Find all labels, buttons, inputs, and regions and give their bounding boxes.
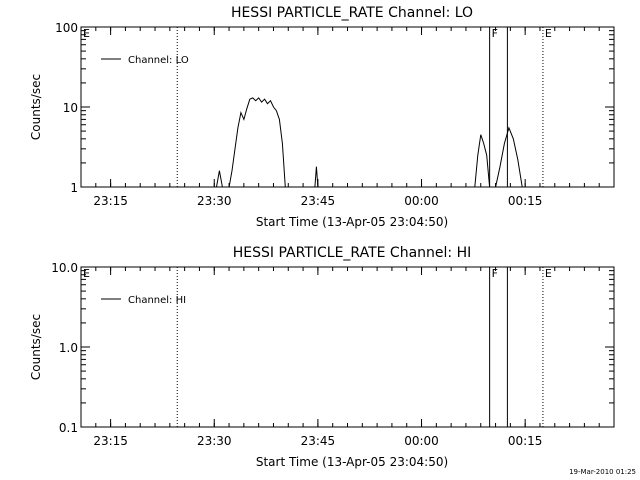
panel-lo-flag: F: [492, 27, 498, 40]
panel-lo-xtick-label: 23:45: [301, 194, 336, 208]
panel-hi: HESSI PARTICLE_RATE Channel: HI Start Ti…: [29, 245, 615, 469]
panel-lo-series-line: [216, 170, 223, 188]
panel-lo-ytick-label: 10: [63, 101, 78, 115]
panel-hi-plot-frame: [80, 266, 615, 428]
panel-lo-series-line: [495, 126, 523, 188]
panel-lo-flag: E: [545, 27, 552, 40]
panel-hi-xtick-label: 00:15: [508, 434, 543, 448]
panel-hi-flag: E: [545, 267, 552, 280]
panel-lo-flag: E: [83, 27, 90, 40]
panel-lo-xtick-label: 23:30: [197, 194, 232, 208]
panel-hi-legend-label: Channel: HI: [128, 295, 186, 306]
panel-hi-xlabel: Start Time (13-Apr-05 23:04:50): [256, 455, 448, 469]
panel-hi-flag: F: [492, 267, 498, 280]
panel-lo-xtick-label: 00:15: [508, 194, 543, 208]
panel-hi-xtick-label: 23:15: [93, 434, 128, 448]
panel-lo-ytick-label: 100: [55, 21, 78, 35]
panel-lo-title: HESSI PARTICLE_RATE Channel: LO: [231, 5, 473, 21]
panel-lo-series-line: [228, 97, 286, 188]
panel-lo-ylabel: Counts/sec: [29, 74, 43, 140]
panel-lo-plot-frame: [80, 26, 615, 188]
panel-lo-legend-label: Channel: LO: [128, 55, 189, 66]
panel-lo-series-line: [314, 166, 319, 188]
footer-timestamp: 19-Mar-2010 01:25: [569, 468, 636, 476]
panel-lo: HESSI PARTICLE_RATE Channel: LO Start Ti…: [29, 5, 615, 229]
panel-hi-ytick-label: 1.0: [59, 341, 78, 355]
panel-hi-ylabel: Counts/sec: [29, 314, 43, 380]
panel-hi-title: HESSI PARTICLE_RATE Channel: HI: [233, 245, 471, 261]
panel-hi-xtick-label: 23:30: [197, 434, 232, 448]
panel-hi-ytick-label: 0.1: [59, 421, 78, 435]
panel-hi-ytick-label: 10.0: [51, 261, 78, 275]
panel-hi-xtick-label: 23:45: [301, 434, 336, 448]
panel-lo-series-line: [474, 134, 491, 188]
panel-hi-flag: E: [83, 267, 90, 280]
panel-lo-xlabel: Start Time (13-Apr-05 23:04:50): [256, 215, 448, 229]
panel-lo-xtick-label: 00:00: [404, 194, 439, 208]
panel-lo-xtick-label: 23:15: [93, 194, 128, 208]
panel-lo-ytick-label: 1: [70, 181, 78, 195]
panel-hi-xtick-label: 00:00: [404, 434, 439, 448]
